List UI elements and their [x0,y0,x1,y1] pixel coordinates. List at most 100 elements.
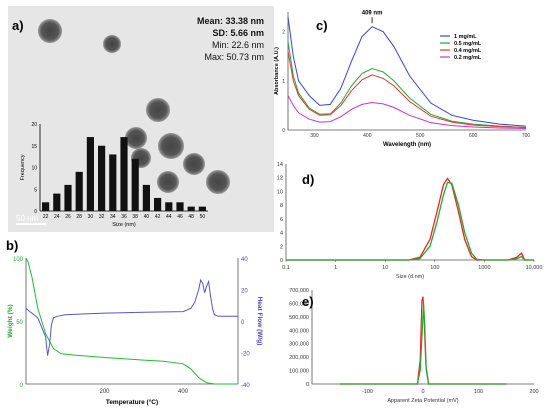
histogram-bar [176,202,184,211]
heat-flow-line [25,278,238,356]
y-tick-label-left: 0 [20,383,24,389]
y-tick-label: 6 [280,217,283,223]
y-tick-label: 8 [280,203,283,209]
x-tick-label: 48 [188,214,194,220]
histogram-bar [131,158,139,211]
x-tick-label: 200 [100,389,111,395]
y-tick-label: 0 [282,128,285,134]
legend-label: 0.2 mg/mL [454,55,482,61]
x-tick-label: -100 [362,389,373,395]
x-tick-label: 42 [155,214,161,220]
nanoparticle [146,98,170,122]
histogram-bar [154,197,162,211]
y-tick-label: 500,000 [289,315,309,321]
y-axis-title-right: Heat Flow (W/g) [256,297,263,346]
x-tick-label: 1 [334,265,337,271]
x-axis-title: Temperature (°C) [106,398,158,406]
y-tick-label: 10 [31,166,37,172]
y-tick-label-left: 50 [16,320,23,326]
tga-dsc-chart: 0 50 100 -40 -20 0 20 40 200 400 Temperature (°C) W… [7,257,263,406]
histogram-bar [53,193,61,211]
panel-e: 0 100,000 200,000 300,000 400,000 500,000 600,… [272,282,550,408]
x-tick-label: 100 [430,265,439,271]
histogram-bar [198,206,206,211]
size-distribution-line [286,177,534,261]
histogram-bar [187,206,195,211]
y-axis-title-left: Weight (%) [7,304,14,337]
x-tick-label: 400 [178,389,189,395]
x-tick-label: 26 [65,214,71,220]
legend-label: 0.4 mg/mL [454,48,482,54]
histogram-bar [98,145,106,211]
x-axis-title: Wavelength (nm) [383,142,431,148]
y-tick-label-left: 100 [13,257,24,263]
nanoparticle [38,19,62,43]
spectrum-line [287,51,527,128]
histogram-bar [75,171,83,211]
y-tick-label-right: 20 [241,289,248,295]
histogram-bar [109,154,117,211]
x-axis-title: Size (d.nm) [396,274,424,280]
y-tick-label: 0 [34,209,37,215]
x-tick-label: 30 [88,214,94,220]
size-distribution-line [286,181,534,261]
histogram-bar [120,137,128,211]
panel-label-b: b) [6,238,19,253]
x-tick-label: 10,000 [526,265,543,271]
y-tick-label-right: 0 [241,320,245,326]
y-tick-label: 700,000 [289,288,309,294]
weight-line [25,257,238,385]
x-tick-label: 44 [166,214,172,220]
zeta-chart: 0 100,000 200,000 300,000 400,000 500,000 600,… [289,288,538,404]
spectrum-line [287,95,527,129]
x-tick-label: 46 [177,214,183,220]
y-tick-label: 12 [277,176,283,182]
uvvis-chart: 0 1 2 300 400 500 600 700 1 mg/mL0.5 mg/mL0.4 mg… [274,10,530,148]
stat-max: Max: 50.73 nm [204,52,264,62]
y-tick-label: 10 [277,189,283,195]
x-tick-label: 1000 [478,265,490,271]
panel-label-a: a) [12,18,24,33]
nanoparticle [157,171,179,193]
x-tick-label: 300 [310,133,319,139]
panel-c: 0 1 2 300 400 500 600 700 1 mg/mL 0.5 mg/mL 0.4 mg… [272,2,550,152]
panel-label-e: e) [302,294,314,309]
y-tick-label: 0 [280,258,283,264]
y-tick-label: 400,000 [289,328,309,334]
scale-bar-label: 50 nm [16,214,39,223]
y-tick-label-right: 40 [241,257,248,263]
x-tick-label: 200 [529,389,538,395]
x-tick-label: 500 [416,133,425,139]
panel-d: 0 2 4 6 8 10 12 14 0.1 1 10 100 1000 10,000 Size (d.nm… [272,156,550,280]
x-tick-label: 400 [363,133,372,139]
y-tick-label: 4 [280,231,283,237]
histogram-bar [64,184,72,211]
x-tick-label: 0 [421,389,424,395]
x-tick-label: 34 [110,214,116,220]
panel-b: 0 50 100 -40 -20 0 20 40 200 400 Temperature (°C) W… [0,234,270,408]
y-axis-title: Absorbance (A.U.) [274,47,280,95]
histogram: 0 5 10 15 20 22 24 26 28 30 32 34 36 38 40 42 44 46 48 50 Si… [20,122,208,228]
spectrum-line [287,41,527,128]
y-tick-label: 1 [282,79,285,85]
x-tick-label: 100 [474,389,483,395]
spectrum-line [287,16,527,127]
nanoparticle [103,35,121,53]
histogram-bar [86,137,94,211]
nanoparticle [183,153,205,175]
x-tick-label: 0.1 [282,265,290,271]
zeta-distribution-line [339,303,507,385]
y-tick-label: 0 [306,382,309,388]
x-axis-title: Size (nm) [112,222,136,228]
x-tick-label: 22 [43,214,49,220]
nanoparticle [125,127,147,149]
stat-sd: SD: 5.66 nm [212,28,264,38]
legend-label: 1 mg/mL [454,34,477,40]
y-tick-label: 20 [31,122,37,128]
histogram-bar [165,202,173,211]
y-tick-label: 14 [277,162,283,168]
y-tick-label: 2 [282,30,285,36]
y-tick-label: 100,000 [289,369,309,375]
y-tick-label: 600,000 [289,301,309,307]
legend-label: 0.5 mg/mL [454,41,482,47]
